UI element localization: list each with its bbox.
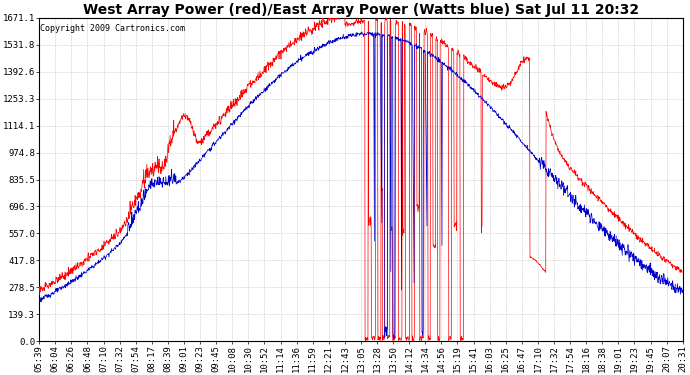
Title: West Array Power (red)/East Array Power (Watts blue) Sat Jul 11 20:32: West Array Power (red)/East Array Power … xyxy=(83,3,639,17)
Text: Copyright 2009 Cartronics.com: Copyright 2009 Cartronics.com xyxy=(41,24,186,33)
